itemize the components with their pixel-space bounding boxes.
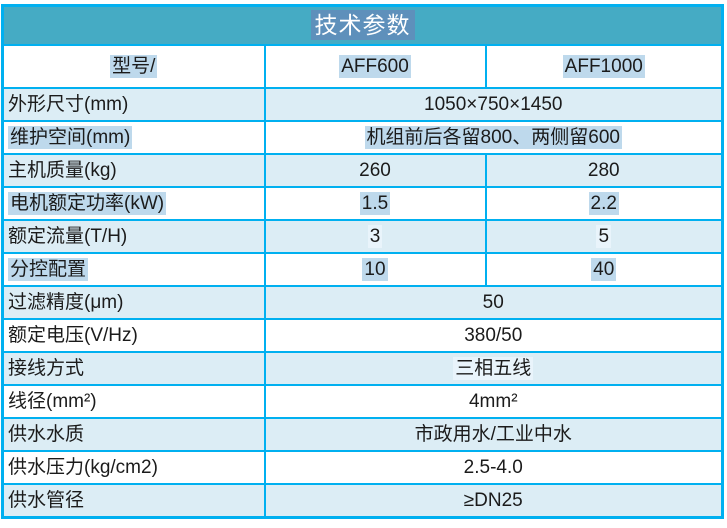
param-value: 280: [587, 159, 620, 181]
value-cell: AFF1000: [484, 44, 724, 89]
param-label: 供水压力(kg/cm2): [8, 456, 158, 478]
param-label: 外形尺寸(mm): [8, 93, 129, 115]
param-label: 接线方式: [8, 357, 85, 379]
table-row: 电机额定功率(kW) 1.5 2.2: [1, 186, 724, 221]
table-row: 过滤精度(μm) 50: [1, 285, 724, 320]
value-cell: AFF600: [263, 44, 487, 89]
param-label: 过滤精度(μm): [8, 291, 124, 313]
param-value: 50: [482, 291, 504, 313]
param-label-cell: 主机质量(kg): [1, 153, 266, 188]
value-cell: 1050×750×1450: [263, 87, 724, 122]
value-cell: 50: [263, 285, 724, 320]
param-value: 市政用水/工业中水: [414, 423, 572, 445]
param-label: 分控配置: [8, 257, 89, 281]
param-label: 维护空间(mm): [8, 125, 133, 149]
table-row: 分控配置 10 40: [1, 252, 724, 287]
param-label-cell: 外形尺寸(mm): [1, 87, 266, 122]
param-value: 2.5-4.0: [463, 456, 523, 478]
param-value: 3: [367, 224, 383, 248]
value-cell: 380/50: [263, 318, 724, 353]
param-value: ≥DN25: [463, 489, 523, 511]
value-cell: 2.5-4.0: [263, 450, 724, 485]
param-label: 额定电压(V/Hz): [8, 324, 138, 346]
table-row: 接线方式 三相五线: [1, 351, 724, 386]
param-value: AFF600: [339, 54, 411, 78]
param-label: 供水水质: [8, 423, 85, 445]
table-title-row: 技术参数: [1, 4, 724, 46]
param-label-cell: 额定电压(V/Hz): [1, 318, 266, 353]
table-row: 外形尺寸(mm) 1050×750×1450: [1, 87, 724, 122]
technical-parameters-table: 技术参数 型号/ AFF600 AFF1000 外形尺寸(mm) 1050×75…: [1, 4, 724, 519]
param-value: 4mm²: [468, 390, 518, 412]
param-value: 5: [596, 224, 612, 248]
param-label-cell: 分控配置: [1, 252, 266, 287]
param-value: 1.5: [359, 191, 391, 215]
param-value: 1050×750×1450: [424, 93, 563, 115]
param-value: AFF1000: [562, 54, 645, 78]
param-value: 380/50: [464, 324, 523, 346]
param-label: 额定流量(T/H): [8, 225, 128, 247]
table-row: 供水管径 ≥DN25: [1, 483, 724, 519]
value-cell: 260: [263, 153, 487, 188]
table-row: 主机质量(kg) 260 280: [1, 153, 724, 188]
param-value: 三相五线: [453, 356, 534, 380]
param-label-cell: 线径(mm²): [1, 384, 266, 419]
param-label-cell: 电机额定功率(kW): [1, 186, 266, 221]
table-row: 供水压力(kg/cm2) 2.5-4.0: [1, 450, 724, 485]
param-label: 电机额定功率(kW): [8, 191, 167, 215]
value-cell: 280: [484, 153, 724, 188]
value-cell: 4mm²: [263, 384, 724, 419]
value-cell: 3: [263, 219, 487, 254]
value-cell: 5: [484, 219, 724, 254]
value-cell: 10: [263, 252, 487, 287]
param-value: 40: [591, 257, 617, 281]
param-label-cell: 型号/: [1, 44, 266, 89]
param-value: 260: [359, 159, 391, 181]
param-label-cell: 维护空间(mm): [1, 120, 266, 155]
param-label: 供水管径: [8, 489, 85, 511]
table-row: 线径(mm²) 4mm²: [1, 384, 724, 419]
param-value: 机组前后各留800、两侧留600: [364, 125, 622, 149]
value-cell: ≥DN25: [263, 483, 724, 519]
table-row: 维护空间(mm) 机组前后各留800、两侧留600: [1, 120, 724, 155]
param-value: 10: [362, 257, 388, 281]
table-row: 额定电压(V/Hz) 380/50: [1, 318, 724, 353]
value-cell: 40: [484, 252, 724, 287]
param-label: 型号/: [110, 54, 158, 78]
param-label-cell: 额定流量(T/H): [1, 219, 266, 254]
param-value: 2.2: [588, 191, 619, 215]
param-label: 线径(mm²): [8, 390, 97, 412]
value-cell: 三相五线: [263, 351, 724, 386]
param-label-cell: 接线方式: [1, 351, 266, 386]
table-row: 型号/ AFF600 AFF1000: [1, 44, 724, 89]
value-cell: 2.2: [484, 186, 724, 221]
param-label-cell: 供水压力(kg/cm2): [1, 450, 266, 485]
table-title-cell: 技术参数: [1, 4, 724, 46]
table-row: 供水水质 市政用水/工业中水: [1, 417, 724, 452]
param-label-cell: 过滤精度(μm): [1, 285, 266, 320]
param-label-cell: 供水管径: [1, 483, 266, 519]
value-cell: 机组前后各留800、两侧留600: [263, 120, 724, 155]
param-label: 主机质量(kg): [8, 159, 117, 181]
table-title: 技术参数: [310, 10, 415, 41]
value-cell: 1.5: [263, 186, 487, 221]
value-cell: 市政用水/工业中水: [263, 417, 724, 452]
param-label-cell: 供水水质: [1, 417, 266, 452]
table-row: 额定流量(T/H) 3 5: [1, 219, 724, 254]
